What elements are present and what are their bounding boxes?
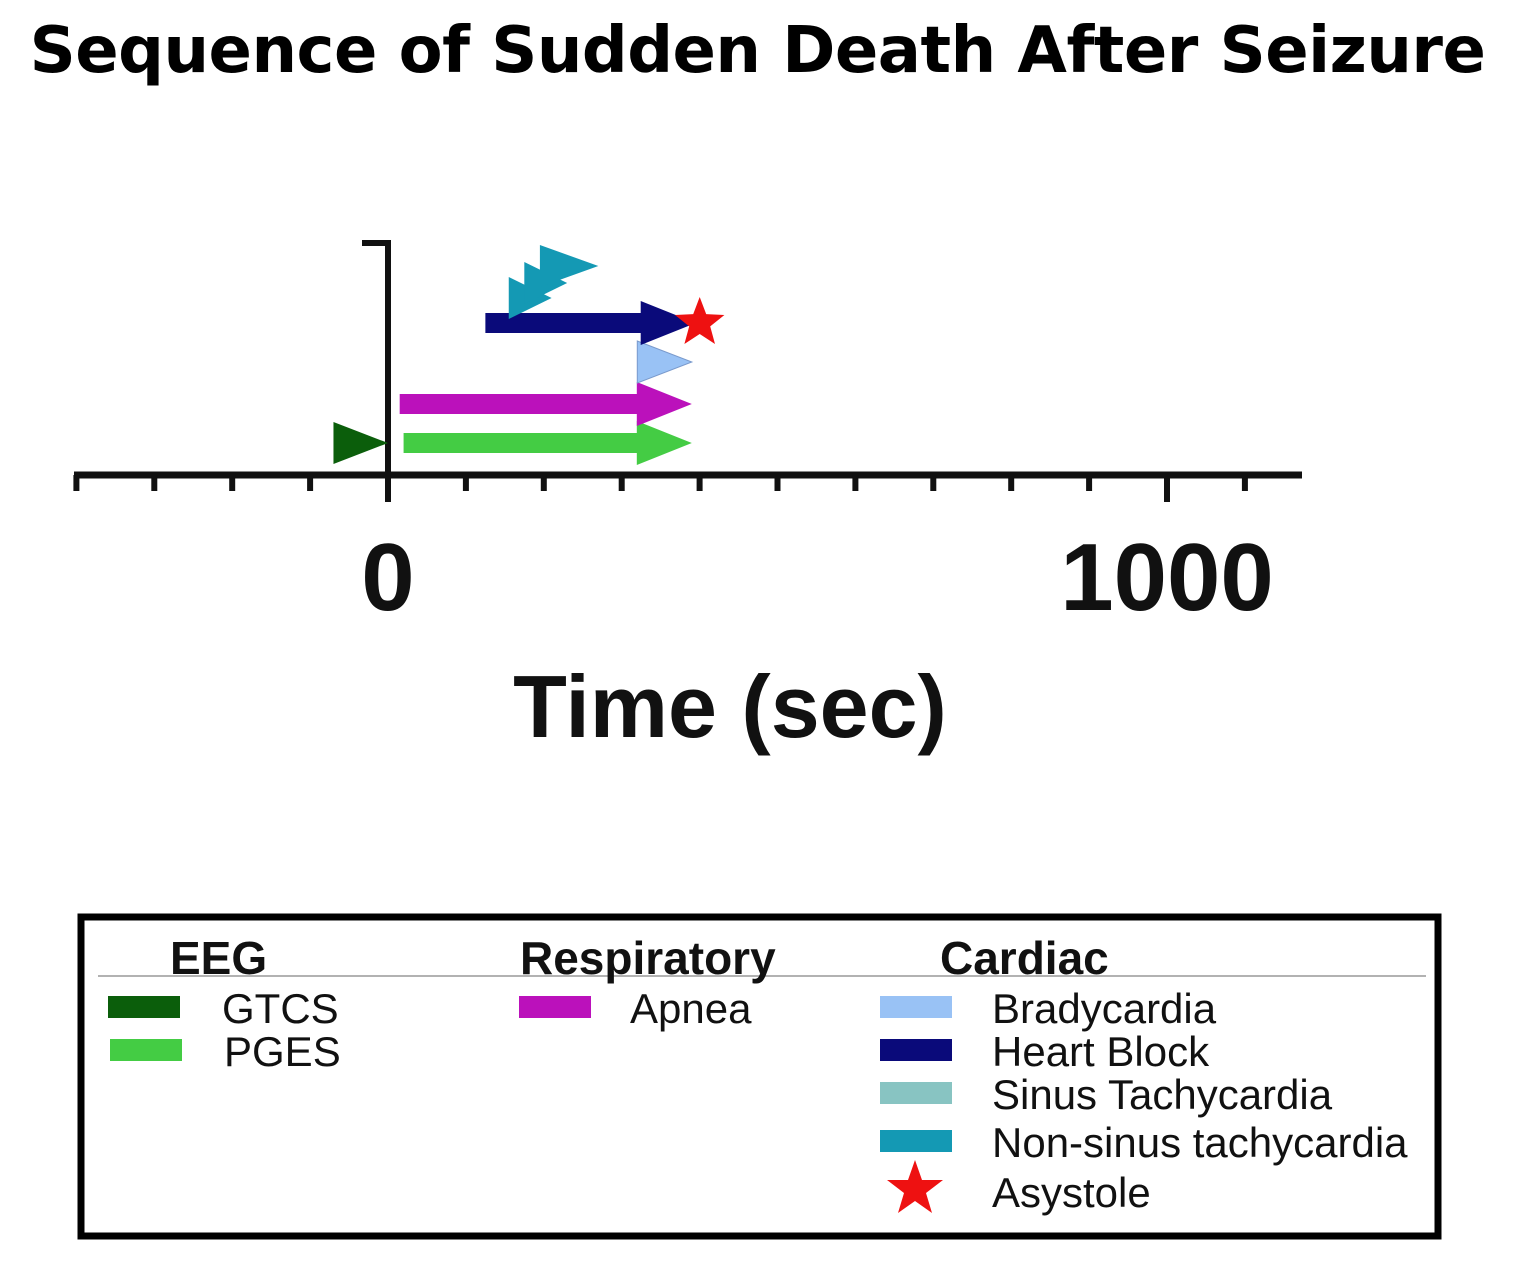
event-mark-heart-block	[485, 301, 696, 345]
event-mark-pges	[403, 421, 692, 465]
tick-label-1000: 1000	[1060, 524, 1274, 631]
event-mark-gtcs	[333, 422, 388, 464]
legend-swatch-apnea	[519, 996, 591, 1018]
legend-heading-respiratory: Respiratory	[520, 932, 776, 984]
legend-label-asystole: Asystole	[992, 1169, 1151, 1216]
legend-swatch-gtcs	[108, 996, 180, 1018]
x-axis-ticks	[73, 475, 1248, 502]
legend-heading-cardiac: Cardiac	[940, 932, 1109, 984]
chart-title: Sequence of Sudden Death After Seizure	[29, 14, 1486, 88]
legend-label-pges: PGES	[224, 1028, 341, 1075]
legend-heading-eeg: EEG	[170, 932, 267, 984]
legend-label-bradycardia: Bradycardia	[992, 985, 1217, 1032]
legend-label-heart-block: Heart Block	[992, 1028, 1210, 1075]
tick-label-0: 0	[361, 524, 414, 631]
legend-label-gtcs: GTCS	[222, 985, 339, 1032]
legend-swatch-sinus-tachycardia	[880, 1082, 952, 1104]
event-marks	[333, 245, 725, 465]
axes	[73, 240, 1302, 502]
legend-swatch-non-sinus-tachycardia	[880, 1130, 952, 1152]
legend-label-non-sinus-tachycardia: Non-sinus tachycardia	[992, 1119, 1408, 1166]
legend-swatch-pges	[110, 1039, 182, 1061]
event-mark-apnea	[399, 382, 692, 426]
legend-asystole-star-icon	[887, 1160, 943, 1213]
legend-swatch-bradycardia	[880, 996, 952, 1018]
legend-label-apnea: Apnea	[630, 985, 752, 1032]
legend: EEG Respiratory Cardiac GTCS PGES Apnea …	[77, 913, 1442, 1240]
event-mark-non-sinus-tachycardia	[539, 245, 599, 287]
legend-label-sinus-tachycardia: Sinus Tachycardia	[992, 1071, 1333, 1118]
event-mark-bradycardia	[636, 340, 694, 384]
legend-swatch-heart-block	[880, 1039, 952, 1061]
legend-frame	[77, 913, 1442, 1240]
event-mark-asystole	[675, 297, 725, 344]
x-axis-label: Time (sec)	[513, 657, 947, 756]
